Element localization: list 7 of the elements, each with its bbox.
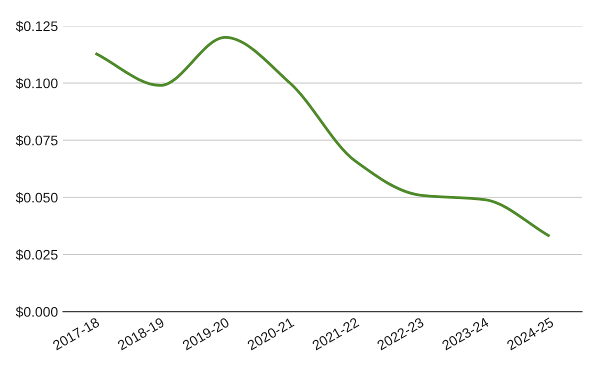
y-tick-label: $0.050 xyxy=(16,192,58,204)
y-tick-label: $0.100 xyxy=(16,78,58,90)
y-tick-label: $0.125 xyxy=(16,20,58,32)
line-series xyxy=(94,36,551,238)
y-tick-label: $0.000 xyxy=(16,306,58,318)
y-tick-label: $0.025 xyxy=(16,249,58,260)
y-tick-label: $0.075 xyxy=(16,134,58,146)
